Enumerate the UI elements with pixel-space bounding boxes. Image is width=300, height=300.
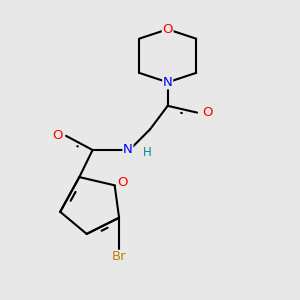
Text: O: O — [118, 176, 128, 189]
Text: Br: Br — [112, 250, 126, 263]
Text: O: O — [52, 129, 62, 142]
Text: O: O — [202, 106, 213, 119]
Text: O: O — [162, 23, 173, 36]
Text: N: N — [163, 76, 172, 89]
Text: H: H — [143, 146, 152, 159]
Text: N: N — [123, 143, 133, 157]
